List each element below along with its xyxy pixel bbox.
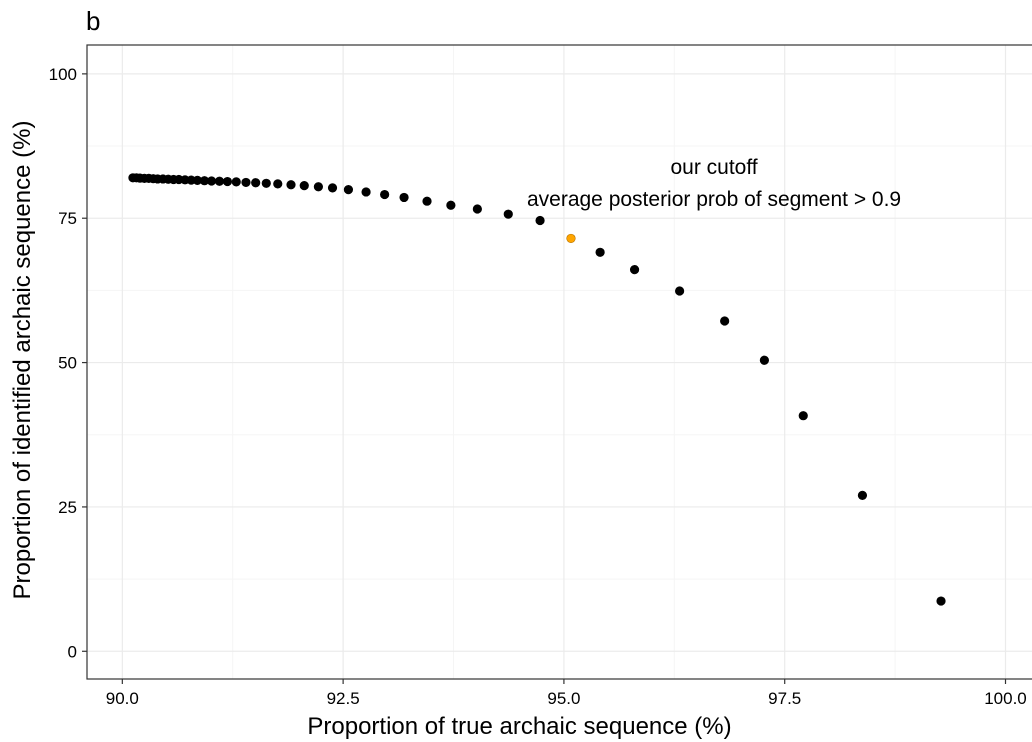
data-point [798, 411, 808, 421]
data-point [629, 265, 640, 275]
data-point [231, 177, 241, 187]
data-point [222, 176, 233, 187]
data-point [936, 596, 946, 606]
y-tick-label: 50 [58, 354, 77, 373]
data-point [503, 209, 513, 219]
data-point [251, 178, 261, 188]
data-point [286, 180, 296, 190]
cutoff-data-point [566, 233, 576, 244]
data-point [595, 247, 605, 257]
x-tick-label: 90.0 [106, 689, 139, 708]
annotations: our cutoff average posterior prob of segm… [527, 156, 901, 211]
data-point [472, 204, 482, 214]
x-tick-label: 100.0 [984, 689, 1027, 708]
data-point [214, 176, 225, 186]
data-point [313, 182, 323, 192]
data-point [261, 178, 271, 188]
data-point [422, 196, 432, 206]
data-point [361, 187, 371, 197]
x-tick-label: 97.5 [768, 689, 801, 708]
data-point [299, 181, 309, 191]
data-point [399, 192, 409, 203]
y-tick-label: 100 [49, 65, 77, 84]
data-point [327, 183, 338, 193]
data-point [675, 286, 685, 296]
annotation-text-2: average posterior prob of segment > 0.9 [527, 188, 901, 211]
data-point [380, 189, 390, 200]
data-point [273, 179, 283, 189]
data-point [535, 215, 545, 226]
data-point [206, 176, 217, 186]
data-points [128, 173, 946, 606]
data-point [241, 177, 251, 188]
data-point [857, 490, 868, 500]
y-axis-title: Proportion of identified archaic sequenc… [9, 121, 36, 600]
x-axis-title: Proportion of true archaic sequence (%) [307, 713, 731, 740]
y-tick-label: 25 [58, 498, 77, 517]
data-point [343, 185, 354, 195]
y-tick-label: 0 [68, 642, 77, 661]
data-point [446, 200, 456, 210]
x-tick-label: 92.5 [327, 689, 360, 708]
data-point [759, 355, 769, 365]
annotation-text-1: our cutoff [670, 156, 757, 179]
panel-label: b [86, 6, 100, 36]
grid [87, 45, 1032, 679]
y-tick-label: 75 [58, 209, 77, 228]
axis-ticks: 90.0 92.5 95.0 97.5 100.0 0 25 50 75 100 [49, 65, 1027, 708]
data-point [720, 316, 730, 326]
x-tick-label: 95.0 [547, 689, 580, 708]
